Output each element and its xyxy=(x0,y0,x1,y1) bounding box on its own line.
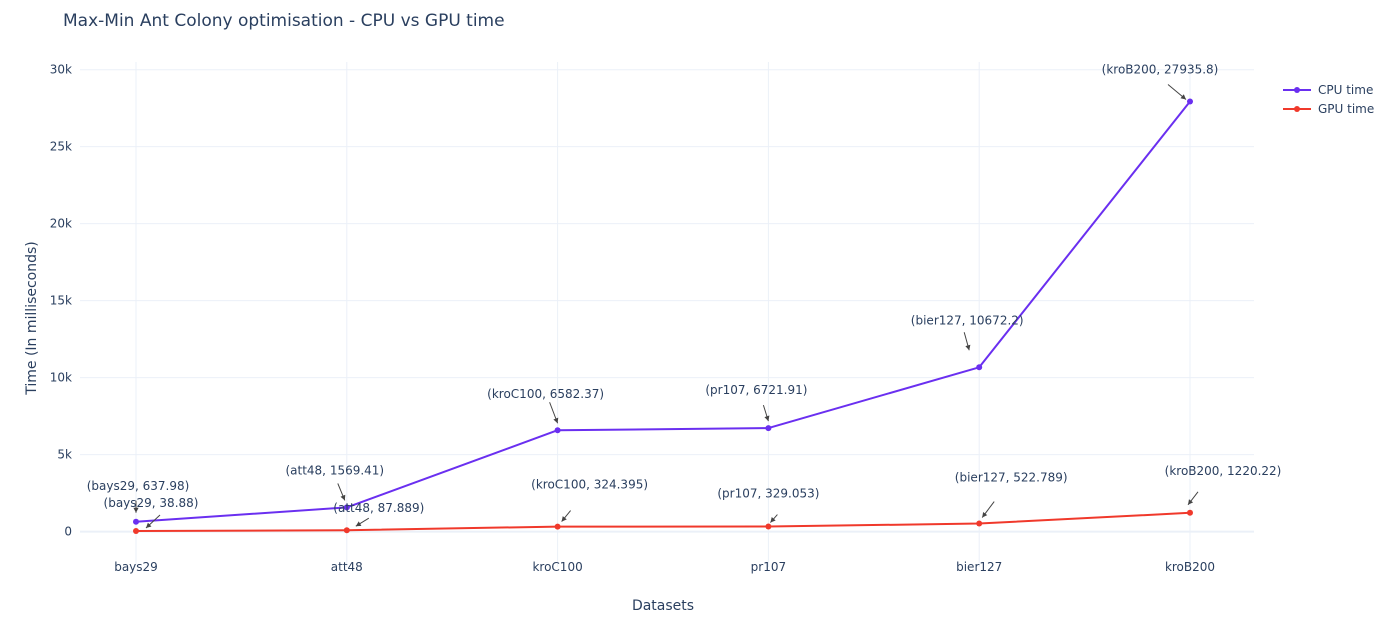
annotation-label: (bays29, 637.98) xyxy=(87,479,190,493)
y-tick-label: 25k xyxy=(50,140,72,154)
data-point xyxy=(1187,98,1193,105)
data-point xyxy=(554,427,561,434)
annotation-label: (pr107, 329.053) xyxy=(717,487,819,501)
annotation-label: (kroB200, 27935.8) xyxy=(1102,62,1219,76)
annotation-arrowhead xyxy=(1188,499,1194,505)
annotation-label: (kroC100, 6582.37) xyxy=(487,387,604,401)
legend-label: CPU time xyxy=(1318,83,1373,97)
legend-swatch-marker xyxy=(1294,106,1300,112)
y-axis-title: Time (In milliseconds) xyxy=(24,241,40,396)
annotation-label: (pr107, 6721.91) xyxy=(705,383,807,397)
annotation-arrowhead xyxy=(770,517,776,523)
annotation: (kroB200, 1220.22) xyxy=(1165,464,1282,506)
annotation-arrowhead xyxy=(133,507,139,513)
chart-title: Max-Min Ant Colony optimisation - CPU vs… xyxy=(63,11,505,31)
annotation-arrowhead xyxy=(340,494,346,501)
x-tick-label: bier127 xyxy=(956,560,1002,574)
data-point xyxy=(1187,509,1193,516)
annotation-arrowhead xyxy=(764,415,770,422)
x-axis: bays29 att48 kroC100 pr107 bier127 kroB200 xyxy=(114,560,1215,574)
y-tick-label: 15k xyxy=(50,294,72,308)
legend-label: GPU time xyxy=(1318,102,1374,116)
annotation-label: (kroC100, 324.395) xyxy=(531,478,648,492)
grid xyxy=(80,62,1254,567)
data-point xyxy=(343,504,350,511)
annotation: (att48, 1569.41) xyxy=(285,463,384,501)
x-axis-title: Datasets xyxy=(632,598,694,614)
annotation-arrowhead xyxy=(146,522,152,528)
annotation-arrowhead xyxy=(355,521,362,527)
series-line-cpu xyxy=(135,100,1191,523)
x-tick-label: kroC100 xyxy=(532,560,582,574)
annotation-arrowhead xyxy=(965,344,971,351)
legend-item-cpu[interactable]: CPU time xyxy=(1283,83,1373,97)
data-point xyxy=(765,425,772,432)
y-tick-label: 20k xyxy=(50,217,72,231)
annotation: (bays29, 38.88) xyxy=(104,496,199,529)
y-tick-label: 10k xyxy=(50,371,72,385)
annotation: (bier127, 10672.2) xyxy=(911,313,1024,351)
annotations: (bays29, 637.98) (att48, 1569.41) (kroC100… xyxy=(87,62,1282,529)
annotation-arrowhead xyxy=(561,516,567,522)
annotation: (att48, 87.889) xyxy=(333,501,424,527)
annotation: (pr107, 6721.91) xyxy=(705,383,807,422)
annotation-label: (bier127, 522.789) xyxy=(955,471,1068,485)
annotation: (kroC100, 324.395) xyxy=(531,478,648,522)
annotation: (bier127, 522.789) xyxy=(955,471,1068,518)
annotation-label: (bays29, 38.88) xyxy=(104,496,199,510)
x-tick-label: att48 xyxy=(331,560,363,574)
x-tick-label: bays29 xyxy=(114,560,158,574)
annotation-label: (att48, 87.889) xyxy=(333,501,424,515)
series-lines xyxy=(133,98,1193,534)
data-point xyxy=(976,364,983,371)
y-axis: 0 5k 10k 15k 20k 25k 30k xyxy=(50,63,72,539)
y-tick-label: 30k xyxy=(50,63,72,77)
annotation: (pr107, 329.053) xyxy=(717,487,819,523)
series-line-gpu xyxy=(135,511,1191,532)
annotation-arrowhead xyxy=(1180,94,1186,100)
data-point xyxy=(554,523,561,530)
data-point xyxy=(343,527,350,534)
annotation-arrowhead xyxy=(982,511,988,518)
data-point xyxy=(133,518,139,525)
annotation: (kroB200, 27935.8) xyxy=(1102,62,1219,100)
x-tick-label: pr107 xyxy=(751,560,786,574)
y-tick-label: 5k xyxy=(57,448,72,462)
annotation-label: (att48, 1569.41) xyxy=(285,463,384,477)
annotation: (kroC100, 6582.37) xyxy=(487,387,604,424)
annotation-label: (bier127, 10672.2) xyxy=(911,313,1024,327)
y-tick-label: 0 xyxy=(64,525,72,539)
legend-swatch-marker xyxy=(1294,87,1300,93)
data-point xyxy=(976,520,983,527)
legend[interactable]: CPU time GPU time xyxy=(1283,83,1374,116)
data-point xyxy=(765,523,772,530)
annotation-label: (kroB200, 1220.22) xyxy=(1165,464,1282,478)
data-point xyxy=(133,527,139,534)
annotation-arrowhead xyxy=(553,417,559,424)
legend-item-gpu[interactable]: GPU time xyxy=(1283,102,1374,116)
annotation: (bays29, 637.98) xyxy=(87,479,190,513)
x-tick-label: kroB200 xyxy=(1165,560,1215,574)
